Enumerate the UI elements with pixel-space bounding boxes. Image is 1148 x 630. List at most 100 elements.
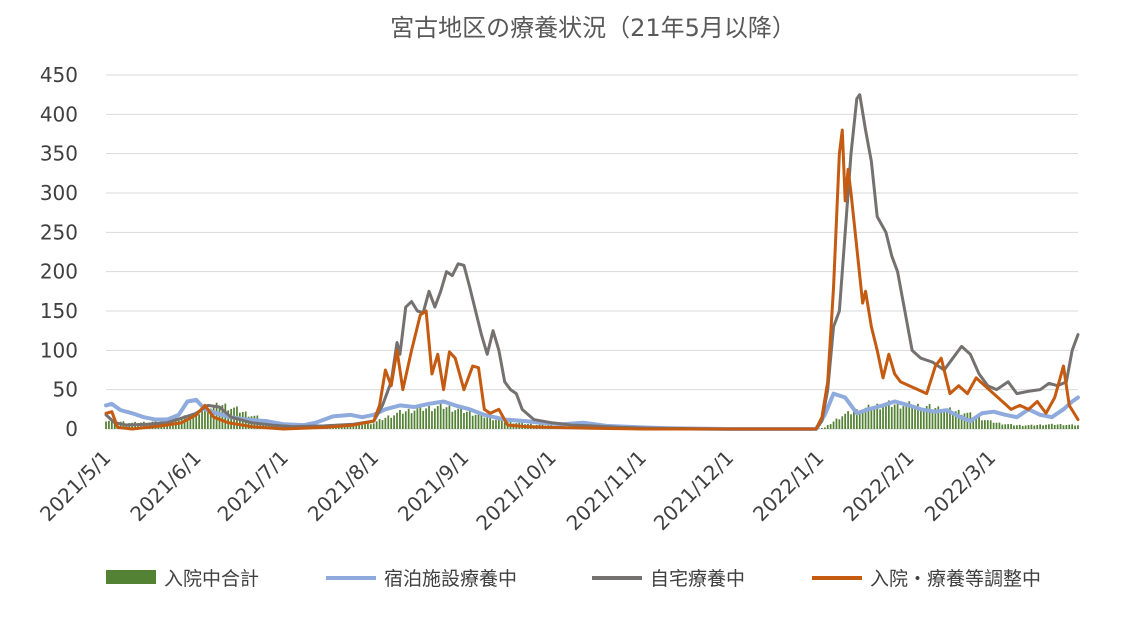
bar (864, 407, 867, 429)
bar (832, 421, 835, 429)
bar (390, 417, 393, 429)
bar (1001, 424, 1004, 429)
bar (343, 426, 346, 429)
bar (1056, 424, 1059, 429)
bar (1050, 423, 1053, 429)
bar (841, 416, 844, 429)
bar (992, 422, 995, 429)
bar (361, 424, 363, 429)
bar (375, 421, 378, 429)
bar (425, 408, 427, 429)
bar (108, 420, 110, 429)
bar (480, 413, 483, 429)
y-tick-label: 150 (40, 299, 78, 323)
bar (914, 405, 916, 429)
bar (349, 426, 352, 429)
bar (1030, 424, 1033, 429)
legend-label: 自宅療養中 (650, 568, 745, 590)
bar (957, 409, 960, 429)
bar (460, 407, 462, 429)
bar (399, 409, 401, 429)
bar (431, 411, 433, 429)
bar (410, 413, 413, 429)
bar (407, 408, 410, 429)
bar (855, 409, 858, 429)
bar (861, 410, 864, 429)
bar (919, 410, 922, 429)
legend: 入院中合計 宿泊施設療養中 自宅療養中 入院・療養等調整中 (106, 568, 1041, 590)
bar (457, 408, 460, 429)
bar (1071, 424, 1074, 429)
bar (500, 419, 503, 429)
bar (978, 416, 980, 429)
y-tick-label: 450 (40, 63, 78, 87)
bar (934, 408, 937, 429)
bar (448, 405, 451, 429)
bar (984, 420, 986, 429)
x-tick-label: 2021/5/1 (35, 446, 115, 526)
x-tick-label: 2022/3/1 (920, 446, 1000, 526)
bar (215, 402, 218, 429)
bar (870, 409, 873, 429)
bar (474, 414, 477, 429)
bar (442, 408, 445, 429)
bar (908, 401, 911, 429)
bar (433, 408, 436, 429)
bar (422, 410, 425, 429)
bar (940, 412, 943, 429)
bar (925, 406, 928, 429)
bar (1013, 425, 1015, 429)
bar (1036, 424, 1039, 429)
bar (372, 423, 375, 429)
bar (989, 420, 992, 429)
bar (1004, 424, 1007, 429)
bar (1045, 424, 1047, 429)
bar (960, 414, 963, 429)
bar (346, 425, 349, 429)
legend-item: 入院中合計 (106, 568, 259, 590)
bar (454, 410, 457, 429)
bar (384, 417, 387, 429)
series-line-3 (104, 128, 1080, 431)
bar (928, 404, 931, 429)
bar (943, 410, 946, 429)
x-tick-label: 2021/11/1 (562, 446, 651, 535)
bar (975, 416, 978, 429)
bar (495, 419, 497, 429)
bar (972, 417, 975, 429)
bar (963, 413, 966, 429)
bar (911, 407, 913, 429)
bar (954, 411, 957, 429)
bar (951, 412, 954, 429)
bar (876, 403, 879, 429)
x-tick-label: 2022/2/1 (838, 446, 918, 526)
x-tick-label: 2021/10/1 (471, 446, 560, 535)
bar (439, 403, 442, 429)
legend-label: 入院・療養等調整中 (870, 568, 1041, 590)
bar (352, 425, 355, 429)
legend-item: 入院・療養等調整中 (812, 568, 1041, 590)
bar (192, 413, 195, 429)
bar (922, 408, 925, 429)
bar (902, 406, 905, 429)
bar (113, 419, 116, 429)
y-tick-label: 300 (40, 181, 78, 205)
bar (227, 410, 230, 429)
bar (937, 406, 940, 429)
bar (367, 423, 369, 429)
bar (821, 428, 823, 429)
bar (893, 404, 896, 429)
bar (404, 411, 407, 429)
bar (826, 424, 829, 429)
bar (471, 415, 474, 429)
bar (949, 407, 951, 429)
bar (998, 422, 1001, 429)
bar (1021, 425, 1024, 429)
bar (1027, 425, 1030, 429)
bar (209, 408, 212, 429)
bar (873, 406, 876, 429)
legend-label: 入院中合計 (164, 568, 259, 590)
bar (198, 414, 200, 429)
